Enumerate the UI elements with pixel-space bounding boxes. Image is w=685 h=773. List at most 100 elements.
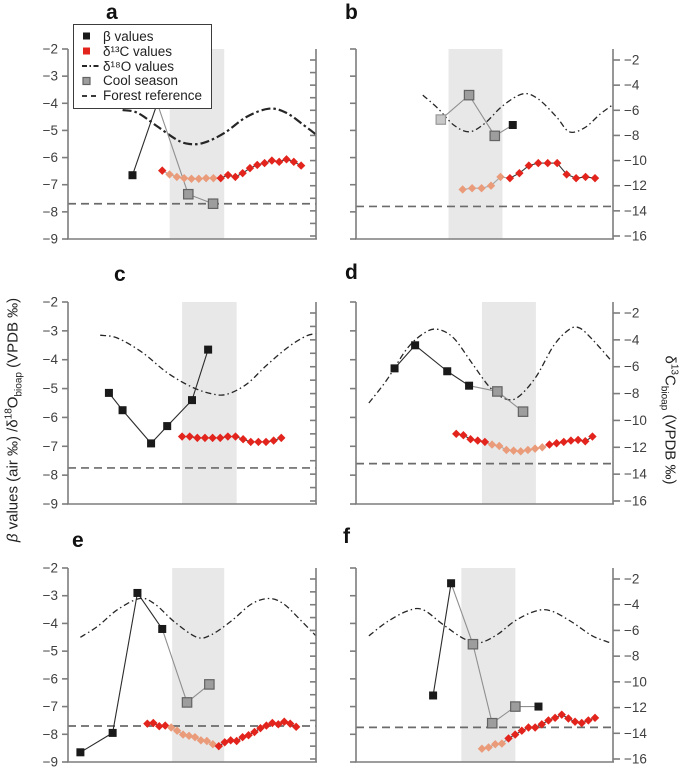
right-tick-label: −8: [624, 128, 639, 143]
d13c-diamond-c: [269, 436, 278, 445]
d13c-diamond-f: [537, 720, 546, 729]
panel-letter-b: b: [345, 1, 358, 24]
cool-season-square-b: [489, 130, 501, 142]
d13c-diamond-e: [208, 740, 218, 749]
left-tick-label: −7: [43, 177, 58, 192]
d13c-diamond-d: [559, 437, 568, 447]
d13c-diamond-e: [280, 717, 289, 726]
beta-square-b: [508, 121, 517, 129]
d13c-diamond-e: [291, 722, 301, 732]
cool-season-square-f: [510, 701, 521, 712]
d13c-diamond-a: [245, 163, 255, 173]
d13c-diamond-f: [484, 743, 493, 752]
beta-connector-e: [112, 592, 138, 733]
d13c-diamond-d: [581, 437, 590, 446]
d13c-diamond-f: [530, 723, 540, 732]
d13c-diamond-b: [524, 161, 534, 170]
beta-square-e: [158, 624, 167, 633]
d13c-diamond-d: [459, 431, 468, 440]
d13c-diamond-b: [486, 181, 496, 190]
d13c-diamond-e: [268, 718, 277, 728]
right-tick-label: −8: [624, 386, 639, 401]
beta-connector-a: [131, 103, 158, 176]
d13c-diamond-a: [231, 172, 240, 182]
beta-square-c: [118, 406, 127, 415]
d18o-curve-c: [100, 333, 317, 396]
d13c-diamond-a: [194, 174, 203, 183]
left-tick-label: −8: [43, 204, 58, 219]
right-tick-label: −14: [624, 726, 647, 741]
d13c-diamond-e: [232, 736, 241, 746]
cool-season-square-e: [204, 679, 215, 690]
d13c-diamond-e: [262, 721, 271, 730]
panel-letter-e: e: [72, 529, 84, 552]
left-tick-label: −6: [43, 150, 58, 165]
d13c-diamond-d: [545, 440, 554, 449]
beta-square-c: [104, 388, 113, 397]
d13c-diamond-a: [260, 158, 269, 168]
legend-label: Cool season: [103, 73, 179, 89]
left-tick-label: −6: [43, 410, 58, 425]
d13c-diamond-b: [534, 158, 543, 168]
d13c-diamond-c: [208, 433, 217, 443]
left-tick-label: −3: [43, 588, 58, 603]
left-tick-label: −5: [43, 123, 58, 138]
left-tick-label: −8: [43, 468, 58, 483]
d13c-diamond-e: [166, 723, 176, 732]
legend-item-2: δ¹⁸O values: [81, 59, 202, 74]
d13c-diamond-c: [231, 432, 240, 441]
d13c-diamond-d: [516, 447, 525, 456]
d13c-diamond-c: [254, 437, 263, 447]
d13c-diamond-b: [477, 184, 486, 193]
d13c-diamond-a: [187, 174, 196, 183]
d13c-diamond-f: [590, 713, 600, 723]
right-tick-label: −10: [624, 413, 647, 428]
d13c-diamond-e: [256, 723, 265, 733]
d13c-diamond-d: [523, 445, 533, 455]
d13c-diamond-d: [473, 436, 482, 445]
y-axis-label-right: δ13Cbioap (VPDB ‰): [658, 355, 680, 485]
cool-season-square-b: [463, 89, 475, 101]
d13c-diamond-f: [550, 713, 560, 723]
right-tick-label: −6: [624, 623, 639, 638]
d13c-diamond-f: [524, 723, 533, 732]
left-tick-label: −2: [43, 561, 58, 576]
legend-item-1: δ¹³C values: [81, 44, 202, 59]
right-tick-label: −2: [624, 306, 639, 321]
d13c-diamond-d: [573, 435, 583, 445]
beta-square-d: [390, 364, 399, 373]
d13c-diamond-a: [267, 156, 277, 165]
right-tick-label: −6: [624, 359, 639, 374]
beta-square-f: [534, 702, 543, 711]
right-tick-label: −12: [624, 440, 647, 455]
legend-item-3: Cool season: [81, 73, 202, 88]
left-tick-label: −9: [43, 755, 58, 770]
d13c-diamond-c: [277, 433, 286, 443]
left-tick-label: −7: [43, 439, 58, 454]
d13c-diamond-b: [590, 173, 600, 183]
legend-label: β values: [103, 28, 154, 44]
d13c-diamond-d: [452, 429, 461, 439]
d13c-diamond-b: [571, 173, 581, 183]
d13c-diamond-c: [216, 433, 225, 443]
beta-connector-d: [414, 344, 448, 372]
d13c-diamond-a: [201, 173, 211, 183]
d13c-diamond-d: [552, 439, 561, 448]
beta-connector-e: [161, 628, 188, 703]
right-tick-label: −4: [624, 597, 640, 612]
legend-item-0: β values: [81, 29, 202, 44]
right-tick-label: −2: [624, 572, 639, 587]
cool-season-square-b: [435, 114, 447, 125]
d13c-diamond-e: [178, 730, 188, 739]
cool-season-square-d: [492, 386, 503, 397]
d13c-diamond-e: [172, 726, 182, 735]
d13c-diamond-c: [193, 433, 202, 443]
d13c-diamond-f: [564, 714, 573, 723]
beta-connector-f: [472, 644, 493, 724]
d13c-diamond-a: [165, 170, 174, 179]
beta-square-f: [447, 579, 456, 588]
left-tick-label: −4: [43, 96, 59, 111]
d13c-diamond-e: [226, 736, 235, 745]
cool-season-square-a: [207, 198, 219, 210]
beta-connector-c: [191, 349, 209, 401]
